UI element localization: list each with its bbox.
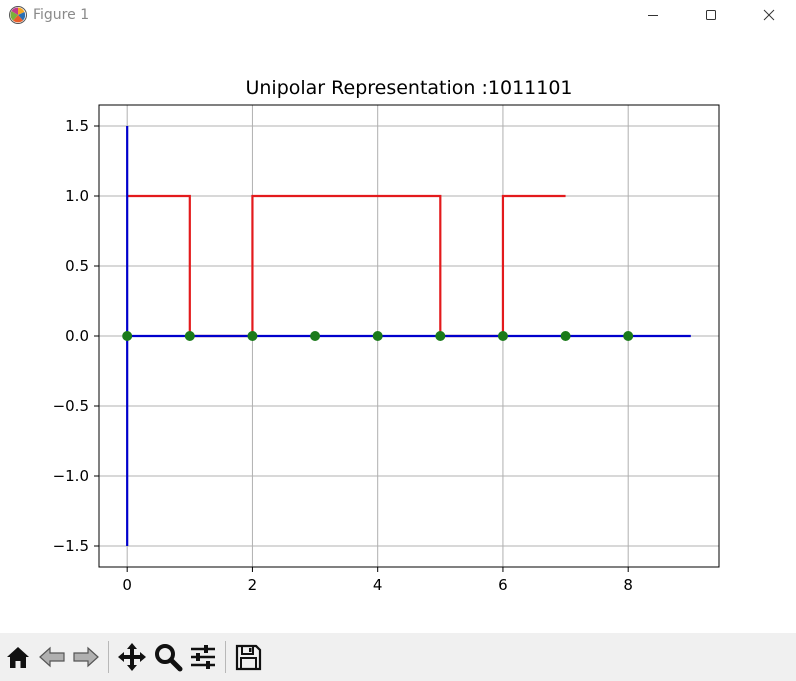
window-title: Figure 1 (33, 7, 90, 23)
toolbar-separator (225, 641, 226, 673)
arrow-left-icon (39, 646, 65, 668)
x-tick-label: 0 (122, 576, 132, 594)
sample-point (310, 331, 321, 341)
sample-point (560, 331, 571, 341)
magnifier-icon (155, 644, 183, 672)
navigation-toolbar (0, 633, 796, 681)
maximize-button[interactable] (688, 0, 734, 30)
y-tick-label: 1.0 (65, 187, 89, 205)
sample-point (497, 331, 508, 341)
plot-svg: Unipolar Representation :1011101 0 2 4 6 8 −1.… (53, 77, 720, 594)
x-tick-label: 4 (373, 576, 383, 594)
signal-step-line (127, 194, 566, 338)
y-tick-label: 0.5 (65, 257, 89, 275)
figure-canvas[interactable]: Unipolar Representation :1011101 0 2 4 6 8 −1.… (0, 30, 796, 630)
sample-point (122, 331, 133, 341)
chart-title: Unipolar Representation :1011101 (245, 77, 572, 99)
minimize-button[interactable] (630, 0, 676, 30)
sample-point (623, 331, 634, 341)
maximize-icon (706, 10, 716, 20)
sample-point (435, 331, 446, 341)
minimize-icon (648, 15, 658, 16)
toolbar-separator (108, 641, 109, 673)
floppy-disk-icon (235, 644, 262, 671)
arrow-right-icon (73, 646, 99, 668)
pan-button[interactable] (116, 641, 148, 673)
back-button[interactable] (37, 641, 69, 673)
move-icon (118, 643, 146, 671)
home-icon (7, 647, 29, 668)
close-button[interactable] (746, 0, 792, 30)
home-button[interactable] (2, 641, 34, 673)
matplotlib-logo-icon (9, 6, 27, 24)
y-tick-label: −0.5 (53, 397, 89, 415)
title-bar[interactable]: Figure 1 (0, 0, 796, 30)
sliders-icon (191, 645, 215, 669)
sample-point (184, 331, 195, 341)
x-tick-label: 6 (498, 576, 508, 594)
x-tick-label: 8 (623, 576, 633, 594)
y-tick-label: 1.5 (65, 117, 89, 135)
y-tick-label: −1.0 (53, 467, 89, 485)
close-icon (763, 9, 775, 21)
y-tick-label: 0.0 (65, 327, 89, 345)
configure-subplots-button[interactable] (187, 641, 219, 673)
y-tick-label: −1.5 (53, 537, 89, 555)
zoom-button[interactable] (152, 641, 184, 673)
save-button[interactable] (232, 641, 264, 673)
sample-point (247, 331, 258, 341)
x-tick-label: 2 (248, 576, 258, 594)
sample-point (372, 331, 383, 341)
forward-button[interactable] (69, 641, 101, 673)
